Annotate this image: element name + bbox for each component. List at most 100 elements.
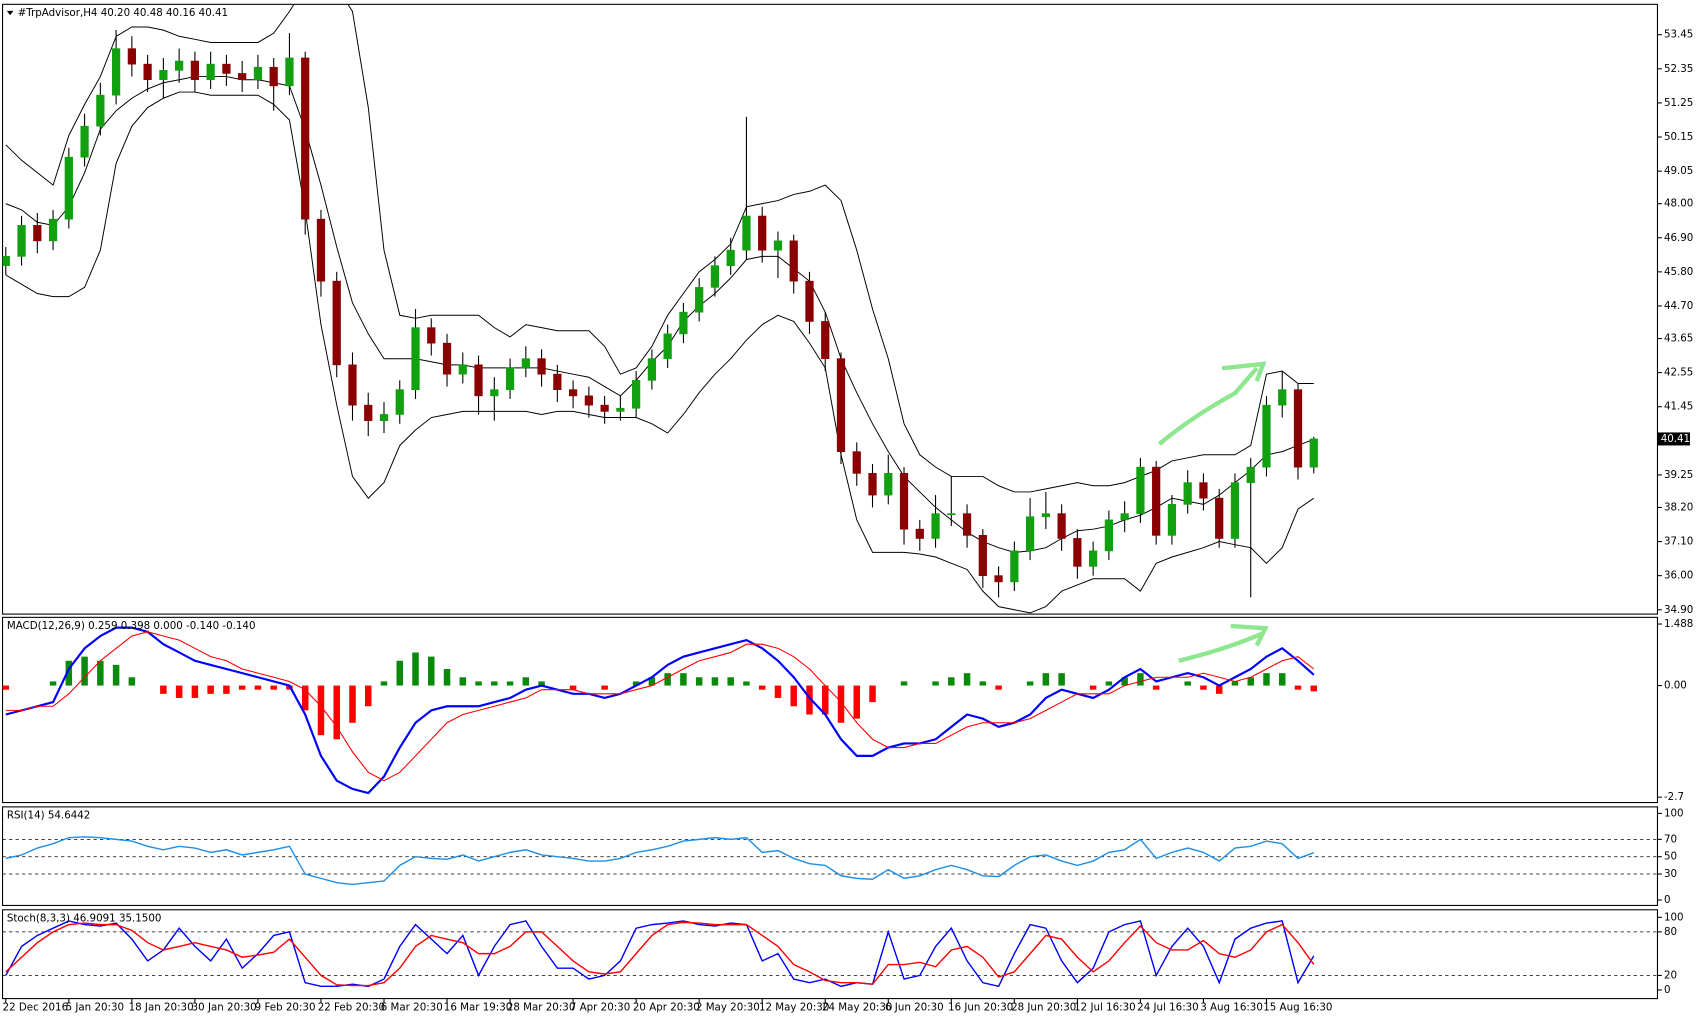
- candle-body: [695, 287, 704, 313]
- series-line: [5, 4, 1314, 493]
- candle-body: [616, 407, 625, 412]
- x-tick-label: 12 May 20:30: [759, 1001, 829, 1013]
- histogram-bar: [743, 681, 750, 686]
- panel-title: MACD(12,26,9) 0.259 0.398 0.000 -0.140 -…: [7, 620, 256, 632]
- histogram-bar: [853, 685, 861, 719]
- y-tick-label: 100: [1664, 911, 1684, 923]
- candle-body: [427, 327, 436, 344]
- candle-body: [868, 473, 877, 496]
- histogram-bar: [1089, 685, 1097, 690]
- y-tick-label: 70: [1664, 833, 1677, 845]
- plot-area: [2, 836, 1658, 886]
- arrow: [1157, 366, 1259, 446]
- histogram-bar: [380, 681, 388, 686]
- histogram-bar: [979, 681, 987, 686]
- menu-triangle[interactable]: [6, 10, 14, 16]
- y-tick-label: 1.488: [1664, 618, 1693, 630]
- candle-body: [584, 395, 593, 406]
- histogram-bar: [128, 677, 136, 686]
- histogram-bar: [81, 656, 88, 686]
- candle-body: [269, 66, 278, 87]
- histogram-bar: [396, 660, 404, 686]
- y-tick-label: 49.05: [1664, 165, 1693, 177]
- candle-body: [1089, 550, 1098, 567]
- x-tick-label: 16 Mar 19:30: [444, 1001, 513, 1013]
- histogram-bar: [774, 685, 782, 698]
- x-tick-label: 28 Jun 20:30: [1011, 1001, 1076, 1013]
- candle-body: [821, 321, 830, 359]
- histogram-bar: [175, 685, 183, 698]
- y-tick-label: 0: [1664, 984, 1671, 996]
- series-line: [5, 91, 1315, 614]
- y-tick-label: 36.00: [1664, 570, 1693, 582]
- candle-body: [379, 414, 389, 421]
- candle-body: [222, 63, 231, 74]
- candle-body: [663, 333, 672, 359]
- x-tick-label: 24 Jul 16:30: [1137, 1001, 1199, 1013]
- histogram-bar: [160, 685, 167, 694]
- histogram-bar: [459, 677, 467, 686]
- histogram-bar: [428, 656, 435, 686]
- x-tick-label: 16 Jun 20:30: [948, 1001, 1013, 1013]
- histogram-bar: [932, 681, 939, 686]
- y-tick-label: 41.45: [1664, 401, 1693, 413]
- x-tick-label: 2 May 20:30: [696, 1001, 760, 1013]
- histogram-bar: [1231, 681, 1239, 686]
- panel-title: RSI(14) 54.6442: [7, 810, 90, 822]
- y-tick-label: 20: [1664, 969, 1677, 981]
- histogram-bar: [112, 664, 120, 686]
- histogram-bar: [412, 652, 419, 686]
- histogram-bar: [522, 677, 530, 686]
- candle-body: [758, 215, 767, 251]
- histogram-bar: [443, 669, 451, 686]
- x-tick-label: 3 Aug 16:30: [1200, 1001, 1263, 1013]
- candle-body: [852, 451, 861, 474]
- histogram-bar: [1152, 685, 1160, 690]
- candle-body: [915, 528, 924, 539]
- candle-body: [978, 535, 987, 576]
- histogram-bar: [238, 685, 246, 690]
- histogram-bar: [632, 681, 640, 686]
- annotation-arrows: [1157, 361, 1269, 663]
- y-tick-label: 42.55: [1664, 367, 1693, 379]
- candle-body: [348, 364, 357, 406]
- candle-body: [458, 364, 467, 375]
- y-tick-label: 80: [1664, 926, 1677, 938]
- candle-body: [773, 240, 783, 251]
- histogram-bar: [333, 685, 340, 740]
- y-tick-label: 38.20: [1664, 501, 1693, 513]
- candle-body: [80, 125, 89, 158]
- y-tick-label: 39.25: [1664, 469, 1693, 481]
- candle-body: [1278, 389, 1287, 406]
- candle-body: [127, 48, 136, 65]
- histogram-bar: [900, 681, 908, 686]
- series-line: [5, 920, 1315, 988]
- histogram-bar: [1247, 677, 1254, 686]
- candle-body: [442, 342, 452, 375]
- candle-body: [490, 389, 499, 397]
- candle-body: [947, 513, 956, 516]
- candle-body: [1104, 519, 1114, 552]
- plot-area: [2, 626, 1318, 795]
- histogram-bar: [869, 685, 876, 703]
- series-line: [5, 631, 1315, 782]
- histogram-bar: [1058, 673, 1065, 686]
- price-box: [1657, 432, 1690, 446]
- histogram-bar: [963, 673, 971, 686]
- histogram-bar: [491, 681, 498, 686]
- histogram-bar: [2, 685, 10, 690]
- x-tick-label: 24 May 20:30: [822, 1001, 892, 1013]
- candle-body: [1199, 482, 1208, 499]
- candle-body: [962, 513, 972, 536]
- y-tick-label: 34.90: [1664, 604, 1693, 616]
- candle-body: [411, 327, 420, 390]
- candle-body: [33, 225, 42, 242]
- candle-body: [64, 156, 73, 220]
- y-tick-label: 53.45: [1664, 29, 1693, 41]
- histogram-bar: [254, 685, 262, 690]
- histogram-bar: [301, 685, 309, 711]
- histogram-bar: [97, 660, 104, 686]
- candle-body: [143, 63, 152, 80]
